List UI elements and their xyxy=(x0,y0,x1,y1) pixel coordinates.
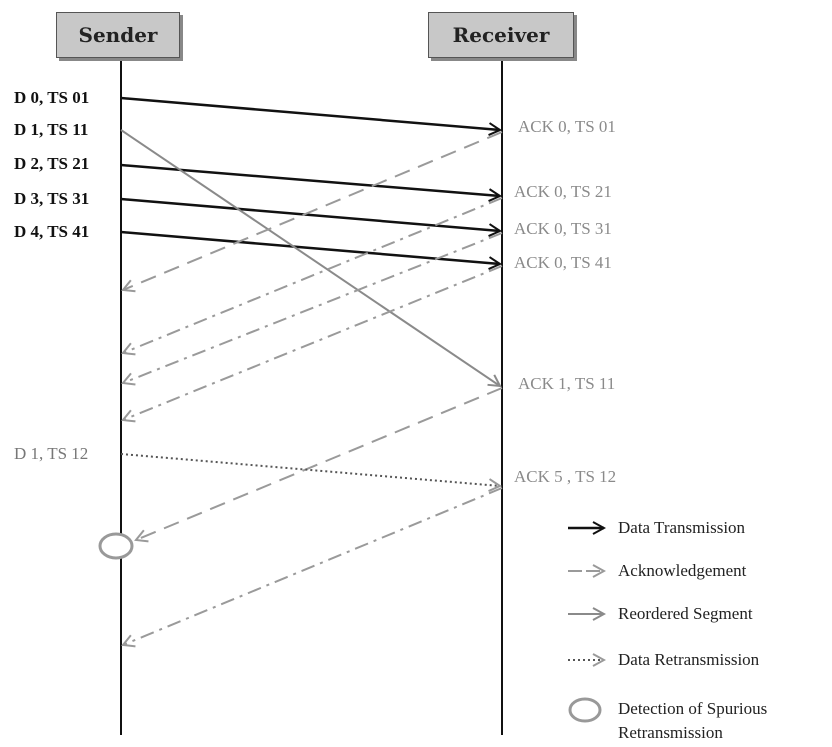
ack-arrow-0-01 xyxy=(123,131,503,290)
legend-spurious-line1: Detection of Spurious xyxy=(618,699,768,718)
ack-arrow-5-12 xyxy=(123,487,503,645)
ack-arrow-0-31 xyxy=(123,232,503,383)
reordered-arrow-d1 xyxy=(120,129,500,386)
receiver-label-ack0-31: ACK 0, TS 31 xyxy=(514,219,612,238)
legend-spurious-line2: Retransmission xyxy=(618,723,723,742)
legend-spurious-symbol xyxy=(568,697,602,723)
data-arrow-d0 xyxy=(120,96,500,130)
ack-arrow-0-41 xyxy=(123,265,503,420)
sender-label-d3: D 3, TS 31 xyxy=(14,189,90,208)
sender-label-d0: D 0, TS 01 xyxy=(14,88,90,107)
legend-data-transmission: Data Transmission xyxy=(618,518,746,537)
retransmission-arrow-d1 xyxy=(120,453,500,486)
ack-arrow-0-21 xyxy=(123,197,503,353)
sender-label-d2: D 2, TS 21 xyxy=(14,154,90,173)
data-arrow-d3 xyxy=(120,197,500,231)
legend-acknowledgement: Acknowledgement xyxy=(618,561,747,580)
legend-data-retransmission: Data Retransmission xyxy=(618,650,760,669)
data-arrow-d2 xyxy=(120,163,500,196)
receiver-title: Receiver xyxy=(452,23,550,47)
sender-label-d1: D 1, TS 11 xyxy=(14,120,89,139)
sender-box: Sender xyxy=(56,12,180,58)
receiver-label-ack1-11: ACK 1, TS 11 xyxy=(518,374,616,393)
receiver-label-ack0-41: ACK 0, TS 41 xyxy=(514,253,612,272)
legend-reordered-segment: Reordered Segment xyxy=(618,604,753,623)
sender-label-d4: D 4, TS 41 xyxy=(14,222,90,241)
receiver-box: Receiver xyxy=(428,12,574,58)
receiver-label-ack0-01: ACK 0, TS 01 xyxy=(518,117,616,136)
receiver-label-ack0-21: ACK 0, TS 21 xyxy=(514,182,612,201)
ack-arrow-1-11 xyxy=(136,387,503,540)
receiver-label-ack5-12: ACK 5 , TS 12 xyxy=(514,467,617,486)
sender-label-d1-retrans: D 1, TS 12 xyxy=(14,444,89,463)
sender-title: Sender xyxy=(78,23,158,47)
spurious-detection-marker xyxy=(98,532,134,560)
